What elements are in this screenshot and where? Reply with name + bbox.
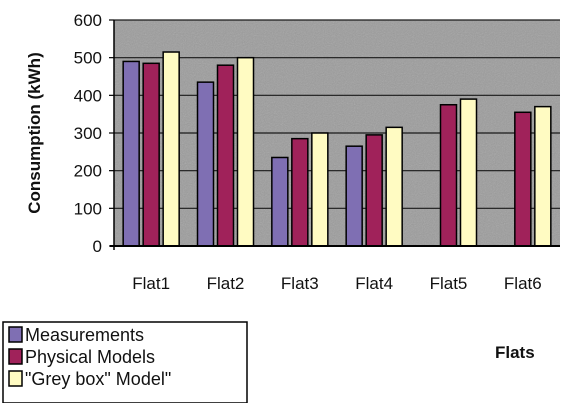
legend-label: Measurements [25,325,144,345]
x-tick-label: Flat5 [430,274,468,293]
legend-box [2,321,248,403]
y-axis-label: Consumption (kWh) [25,52,44,213]
bar-greyboxmodel-flat2 [236,56,255,247]
x-tick-label: Flat1 [132,274,170,293]
legend-label: Physical Models [25,347,155,367]
y-tick-label: 300 [74,124,102,143]
y-tick-label: 200 [74,162,102,181]
x-tick-label: Flat2 [207,274,245,293]
y-tick-label: 600 [74,11,102,30]
bar-measurements-flat4 [345,145,363,247]
gridlines [109,19,560,247]
bar-greyboxmodel-flat5 [459,98,478,247]
bar-physicalmodels-flat5 [439,104,458,247]
legend-swatch [8,370,23,387]
bar-physicalmodels-flat2 [216,64,235,247]
bar-greyboxmodel-flat3 [311,132,329,247]
y-tick-label: 100 [74,199,102,218]
bar-physicalmodels-flat3 [291,137,309,247]
y-tick-label: 500 [74,49,102,68]
bar-physicalmodels-flat1 [142,62,160,247]
bar-physicalmodels-flat6 [514,111,532,247]
x-tick-labels: Flat1 Flat2 Flat3 Flat4 Flat5 Flat6 [132,274,541,293]
legend-swatch [8,348,23,365]
bar-measurements-flat3 [271,156,289,247]
x-axis-label: Flats [495,343,535,362]
bar-measurements-flat1 [122,60,140,247]
bar-physicalmodels-flat4 [365,134,383,247]
legend-swatch [8,326,23,343]
bar-greyboxmodel-flat6 [534,105,552,247]
bar-greyboxmodel-flat4 [385,126,403,247]
y-tick-label: 0 [93,237,102,256]
bar-greyboxmodel-flat1 [162,51,180,247]
x-tick-label: Flat6 [504,274,542,293]
y-tick-labels: 0 100 200 300 400 500 600 [74,11,102,256]
bar-measurements-flat2 [196,81,215,247]
x-tick-label: Flat3 [281,274,319,293]
y-tick-label: 400 [74,86,102,105]
bars [122,51,552,247]
x-tick-label: Flat4 [355,274,393,293]
legend-label: "Grey box" Model" [25,369,171,389]
